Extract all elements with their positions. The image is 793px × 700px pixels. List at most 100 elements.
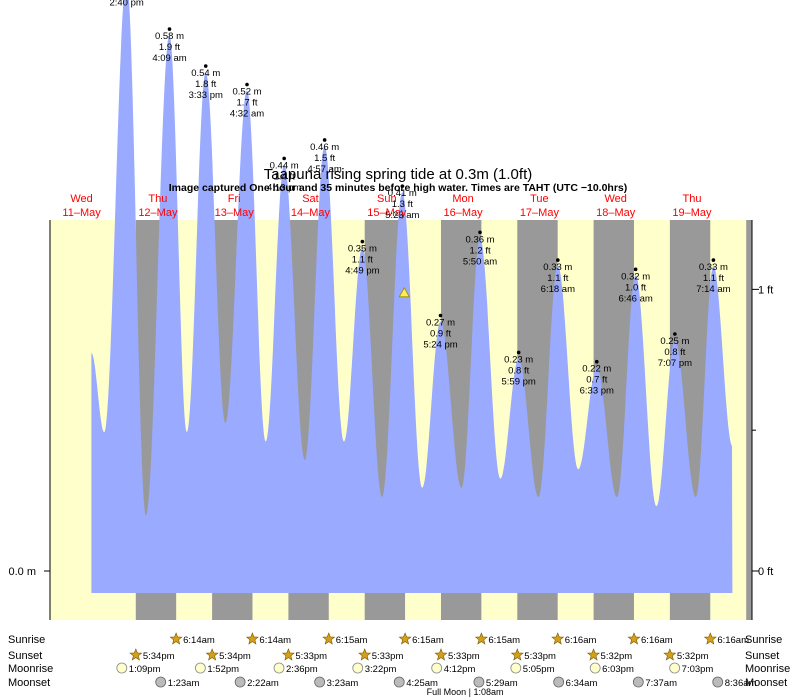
extreme-time: 5:23 am [385,210,419,221]
date-header-dow: Tue [530,193,549,205]
date-headers: Wed11–MayThu12–MayFri13–MaySat14–MaySun1… [62,193,712,219]
sunset-time: 5:33pm [372,651,404,662]
extreme-label: 0.41 m1.3 ft5:23 am [385,188,419,221]
extreme-height-m: 0.54 m [191,68,220,79]
extreme-height-m: 0.36 m [466,234,495,245]
sunrise-time: 6:15am [488,635,520,646]
date-header-dow: Fri [228,193,241,205]
sunrise-time: 6:16am [641,635,673,646]
extreme-height-ft: 1.4 ft [274,171,295,182]
extreme-time: 6:46 am [618,293,652,304]
extreme-label: 0.64 m2.1 ft2:40 pm [109,0,143,9]
date-header-dow: Sun [377,193,397,205]
extreme-height-ft: 1.3 ft [392,199,413,210]
sun-icon [358,648,372,661]
date-header-date: 18–May [596,207,636,219]
extreme-height-ft: 0.7 ft [586,375,607,386]
extreme-marker [556,258,560,262]
moonrise-entry: 5:05pm [510,662,555,675]
extreme-height-m: 0.33 m [699,262,728,273]
extreme-height-ft: 1.1 ft [547,273,568,284]
moon-icon [669,662,681,674]
extreme-time: 7:07 pm [658,358,692,369]
extreme-height-m: 0.46 m [310,142,339,153]
moonrise-entry: 1:09pm [116,662,161,675]
sunrise-time: 6:15am [336,635,368,646]
moon-icon [473,676,485,688]
moonset-time: 5:29am [486,678,518,689]
moon-icon [194,662,206,674]
extreme-time: 3:33 pm [189,90,223,101]
date-header-date: 14–May [291,207,331,219]
moonset-time: 8:36am [725,678,757,689]
moonset-entry: 5:29am [473,676,518,689]
moon-icon [712,676,724,688]
extreme-label: 0.46 m1.5 ft4:57 am [307,142,341,175]
moon-icon [116,662,128,674]
extreme-height-m: 0.44 m [270,160,299,171]
date-header-date: 15–May [367,207,407,219]
extreme-label: 0.44 m1.4 ft4:13 pm [267,160,301,193]
extreme-marker [633,267,638,272]
moon-icon [273,662,285,674]
sunrise-entry: 6:14am [245,632,291,646]
sunset-entry: 5:34pm [129,648,175,662]
extreme-height-ft: 0.9 ft [430,329,451,340]
extreme-height-ft: 1.7 ft [236,98,257,109]
night-band [746,220,752,620]
extreme-time: 6:33 pm [580,386,614,397]
sun-icon [281,648,295,661]
row-label-sunrise: Sunrise [8,634,45,646]
sunset-entry: 5:32pm [663,648,709,662]
extreme-height-m: 0.23 m [504,354,533,365]
moon-icon [553,676,565,688]
moonrise-entry: 2:36pm [273,662,318,675]
moonset-entry: 7:37am [632,676,677,689]
extreme-time: 4:32 am [230,109,264,120]
sunrise-time: 6:16am [717,635,749,646]
extreme-height-m: 0.52 m [232,87,261,98]
extreme-height-m: 0.58 m [155,31,184,42]
moon-icon [632,676,644,688]
date-header-dow: Sat [302,193,319,205]
extreme-height-ft: 1.1 ft [352,255,373,266]
extreme-time: 4:13 pm [267,182,301,193]
moonrise-entry: 3:22pm [352,662,397,675]
sun-icon [551,632,565,645]
moonrise-time: 1:09pm [129,664,161,675]
sun-icon [703,632,717,645]
sun-icon [205,648,219,661]
moon-icon [314,676,326,688]
moonrise-time: 4:12pm [444,664,476,675]
sun-icon [398,632,412,645]
moon-phase-label: Full Moon | 1:08am [427,687,504,697]
date-header-dow: Thu [683,193,702,205]
extreme-height-m: 0.32 m [621,271,650,282]
extreme-height-ft: 0.8 ft [664,347,685,358]
chart-title: Taapuna rising spring tide at 0.3m (1.0f… [264,166,532,183]
sunset-time: 5:32pm [677,651,709,662]
moonset-entry: 3:23am [314,676,358,689]
tide-area-group [91,0,733,593]
date-header-date: 11–May [62,207,101,219]
date-header-date: 19–May [672,207,712,219]
chart-subtitle: Image captured One hour and 35 minutes b… [169,182,628,194]
extreme-label: 0.27 m0.9 ft5:24 pm [423,318,457,351]
moonrise-time: 1:52pm [207,664,239,675]
extreme-time: 5:59 pm [502,376,536,387]
sunrise-time: 6:16am [565,635,597,646]
sun-icon [663,648,677,661]
extreme-label: 0.25 m0.8 ft7:07 pm [658,336,692,369]
right-axis-label-1ft: 1 ft [758,284,773,296]
moonrise-time: 7:03pm [682,664,714,675]
extreme-label: 0.23 m0.8 ft5:59 pm [502,354,536,387]
extreme-time: 4:09 am [152,53,186,64]
sun-icon [245,632,259,645]
date-header-dow: Wed [604,193,626,205]
extreme-time: 5:50 am [463,256,497,267]
extreme-marker [360,239,365,244]
sunset-entry: 5:33pm [358,648,404,662]
moon-icon [393,676,405,688]
